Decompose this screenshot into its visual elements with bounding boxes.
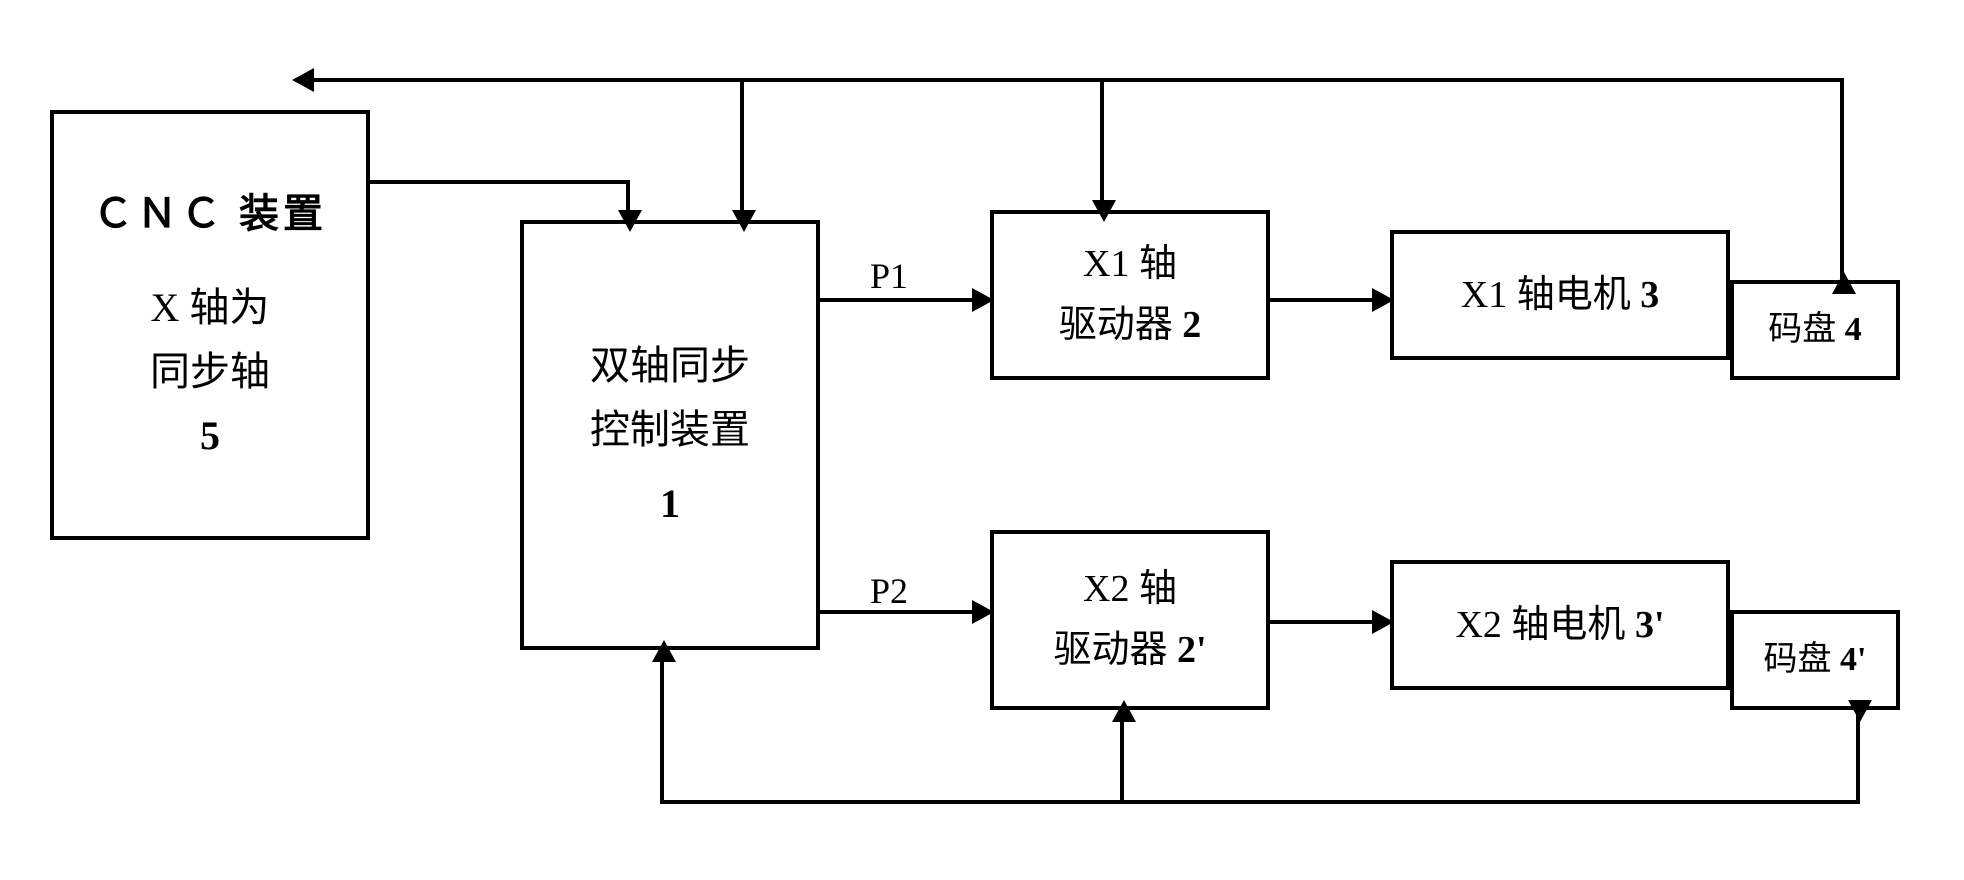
edge-bot-branch-drv-v (1120, 710, 1124, 804)
edge-bot-right-arrow (1848, 700, 1872, 722)
cnc-line1: X 轴为 (151, 276, 270, 340)
edge-top-bus-h (310, 78, 1840, 82)
edge-top-right-up-arrow (1832, 272, 1856, 294)
edge-top-branch-drv-v (1100, 78, 1104, 208)
edge-top-right-v (1840, 78, 1844, 282)
x1drv-line1: X1 轴 (1083, 234, 1177, 295)
edge-sync-x1drv-arrow (972, 288, 994, 312)
diagram-canvas: ＣＮＣ 装置 X 轴为 同步轴 5 双轴同步 控制装置 1 X1 轴 驱动器 2… (0, 0, 1964, 880)
edge-sync-x2drv-arrow (972, 600, 994, 624)
x2drv-line2: 驱动器 2' (1053, 620, 1206, 681)
cnc-title: ＣＮＣ 装置 (93, 182, 327, 246)
x2motor-text: X2 轴电机 3' (1455, 595, 1664, 656)
edge-x2drv-motor-arrow (1372, 610, 1394, 634)
edge-top-branch-sync-v (740, 78, 744, 218)
label-p2: P2 (870, 570, 908, 612)
node-cnc: ＣＮＣ 装置 X 轴为 同步轴 5 (50, 110, 370, 540)
node-x2-motor: X2 轴电机 3' (1390, 560, 1730, 690)
edge-bot-bus-h (660, 800, 1860, 804)
edge-sync-x1drv (820, 298, 980, 302)
edge-bot-right-v (1856, 710, 1860, 804)
edge-bot-branch-drv-arrow (1112, 700, 1136, 722)
edge-cnc-sync-arrow (618, 210, 642, 232)
sync-line1: 双轴同步 (590, 334, 750, 398)
enc2-text: 码盘 4' (1764, 633, 1867, 687)
label-p1: P1 (870, 255, 908, 297)
edge-cnc-sync-h (370, 180, 630, 184)
node-encoder-2: 码盘 4' (1730, 610, 1900, 710)
edge-x2drv-motor (1270, 620, 1378, 624)
x2drv-line1: X2 轴 (1083, 559, 1177, 620)
sync-num: 1 (660, 472, 680, 536)
node-encoder-1: 码盘 4 (1730, 280, 1900, 380)
enc1-text: 码盘 4 (1768, 303, 1862, 357)
x1motor-text: X1 轴电机 3 (1461, 265, 1659, 326)
node-x1-driver: X1 轴 驱动器 2 (990, 210, 1270, 380)
node-x2-driver: X2 轴 驱动器 2' (990, 530, 1270, 710)
edge-sync-x2drv (820, 610, 980, 614)
edge-bot-left-arrow (652, 640, 676, 662)
sync-line2: 控制装置 (590, 398, 750, 462)
edge-top-branch-drv-arrow (1092, 200, 1116, 222)
edge-bot-left-v (660, 650, 664, 804)
node-sync-controller: 双轴同步 控制装置 1 (520, 220, 820, 650)
edge-x1drv-motor-arrow (1372, 288, 1394, 312)
edge-top-bus-arrow (292, 68, 314, 92)
x1drv-line2: 驱动器 2 (1059, 295, 1202, 356)
node-x1-motor: X1 轴电机 3 (1390, 230, 1730, 360)
edge-x1drv-motor (1270, 298, 1378, 302)
cnc-num: 5 (200, 404, 220, 468)
cnc-line2: 同步轴 (150, 340, 270, 404)
edge-top-branch-sync-arrow (732, 210, 756, 232)
